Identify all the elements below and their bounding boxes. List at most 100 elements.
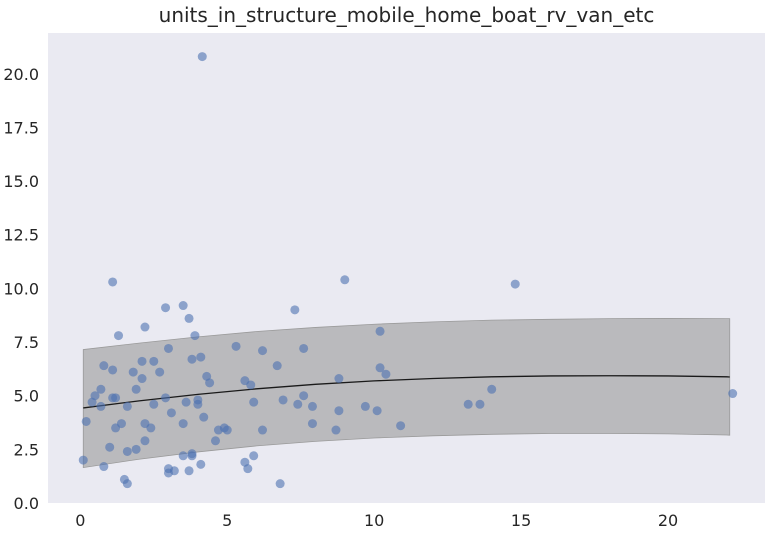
scatter-point <box>184 313 194 323</box>
scatter-point <box>146 423 156 433</box>
scatter-point <box>155 367 165 377</box>
scatter-point <box>137 374 147 384</box>
scatter-point <box>205 378 215 388</box>
scatter-point <box>375 363 385 373</box>
scatter-point <box>99 462 109 472</box>
scatter-point <box>463 399 473 409</box>
scatter-point <box>222 425 232 435</box>
x-tick-label: 5 <box>222 511 232 530</box>
x-tick-label: 15 <box>511 511 531 530</box>
y-tick-label: 10.0 <box>3 279 39 298</box>
confidence-band <box>82 318 731 469</box>
scatter-point <box>199 412 209 422</box>
y-tick-label: 0.0 <box>14 494 39 513</box>
scatter-point <box>475 399 485 409</box>
scatter-point <box>96 401 106 411</box>
scatter-point <box>210 436 220 446</box>
scatter-point <box>187 449 197 459</box>
scatter-point <box>161 393 171 403</box>
scatter-point <box>184 466 194 476</box>
scatter-point <box>258 425 268 435</box>
scatter-point <box>381 369 391 379</box>
scatter-point <box>131 444 141 454</box>
scatter-point <box>96 384 106 394</box>
scatter-point <box>178 301 188 311</box>
scatter-point <box>166 408 176 418</box>
scatter-point <box>243 464 253 474</box>
scatter-point <box>193 399 203 409</box>
scatter-point <box>246 380 256 390</box>
scatter-point <box>128 367 138 377</box>
scatter-point <box>149 356 159 366</box>
scatter-point <box>197 52 207 62</box>
scatter-point <box>258 346 268 356</box>
scatter-point <box>375 326 385 336</box>
scatter-point <box>340 275 350 285</box>
x-tick-label: 0 <box>75 511 85 530</box>
scatter-point <box>140 322 150 332</box>
scatter-point <box>272 361 282 371</box>
scatter-point <box>108 277 118 287</box>
scatter-point <box>249 451 259 461</box>
scatter-point <box>161 303 171 313</box>
scatter-point <box>137 356 147 366</box>
scatter-point <box>293 399 303 409</box>
scatter-point <box>196 459 206 469</box>
scatter-point <box>372 406 382 416</box>
y-tick-label: 7.5 <box>14 333 39 352</box>
scatter-point <box>122 401 132 411</box>
scatter-point <box>149 399 159 409</box>
scatter-point <box>299 391 309 401</box>
scatter-point <box>728 389 738 399</box>
scatter-point <box>105 442 115 452</box>
scatter-point <box>307 419 317 429</box>
scatter-point <box>140 436 150 446</box>
scatter-point <box>187 354 197 364</box>
scatter-point <box>81 416 91 426</box>
x-tick-label: 20 <box>658 511 678 530</box>
scatter-point <box>299 343 309 353</box>
y-tick-label: 15.0 <box>3 172 39 191</box>
scatter-points-layer <box>78 52 738 489</box>
x-tick-label: 10 <box>364 511 384 530</box>
scatter-point <box>331 425 341 435</box>
scatter-point <box>114 331 124 341</box>
scatter-point <box>190 331 200 341</box>
scatter-point <box>169 466 179 476</box>
fit-line-layer <box>83 375 730 409</box>
scatter-point <box>275 479 285 489</box>
scatter-point <box>111 393 121 403</box>
scatter-point <box>196 352 206 362</box>
y-tick-label: 12.5 <box>3 226 39 245</box>
scatter-point <box>116 419 126 429</box>
scatter-point <box>131 384 141 394</box>
scatter-point <box>334 406 344 416</box>
scatter-point <box>181 397 191 407</box>
scatter-point <box>249 397 259 407</box>
y-tick-label: 20.0 <box>3 65 39 84</box>
scatter-point <box>334 374 344 384</box>
fit-line <box>83 375 730 409</box>
scatter-point <box>99 361 109 371</box>
scatter-point <box>108 365 118 375</box>
scatter-point <box>122 446 132 456</box>
scatter-point <box>178 419 188 429</box>
confidence-band-layer <box>82 318 731 469</box>
scatter-point <box>278 395 288 405</box>
scatter-point <box>360 401 370 411</box>
chart-title: units_in_structure_mobile_home_boat_rv_v… <box>159 3 655 27</box>
x-axis-ticks: 0 5 10 15 20 <box>75 511 678 530</box>
y-tick-label: 17.5 <box>3 118 39 137</box>
y-tick-label: 5.0 <box>14 387 39 406</box>
scatter-point <box>396 421 406 431</box>
scatter-point <box>122 479 132 489</box>
scatter-point <box>178 451 188 461</box>
y-tick-label: 2.5 <box>14 440 39 459</box>
y-axis-ticks: 0.0 2.5 5.0 7.5 10.0 12.5 15.0 17.5 20.0 <box>3 65 39 513</box>
scatter-point <box>510 279 520 289</box>
scatter-point <box>307 401 317 411</box>
scatter-point <box>231 341 241 351</box>
scatter-point <box>78 455 88 465</box>
scatter-point <box>487 384 497 394</box>
